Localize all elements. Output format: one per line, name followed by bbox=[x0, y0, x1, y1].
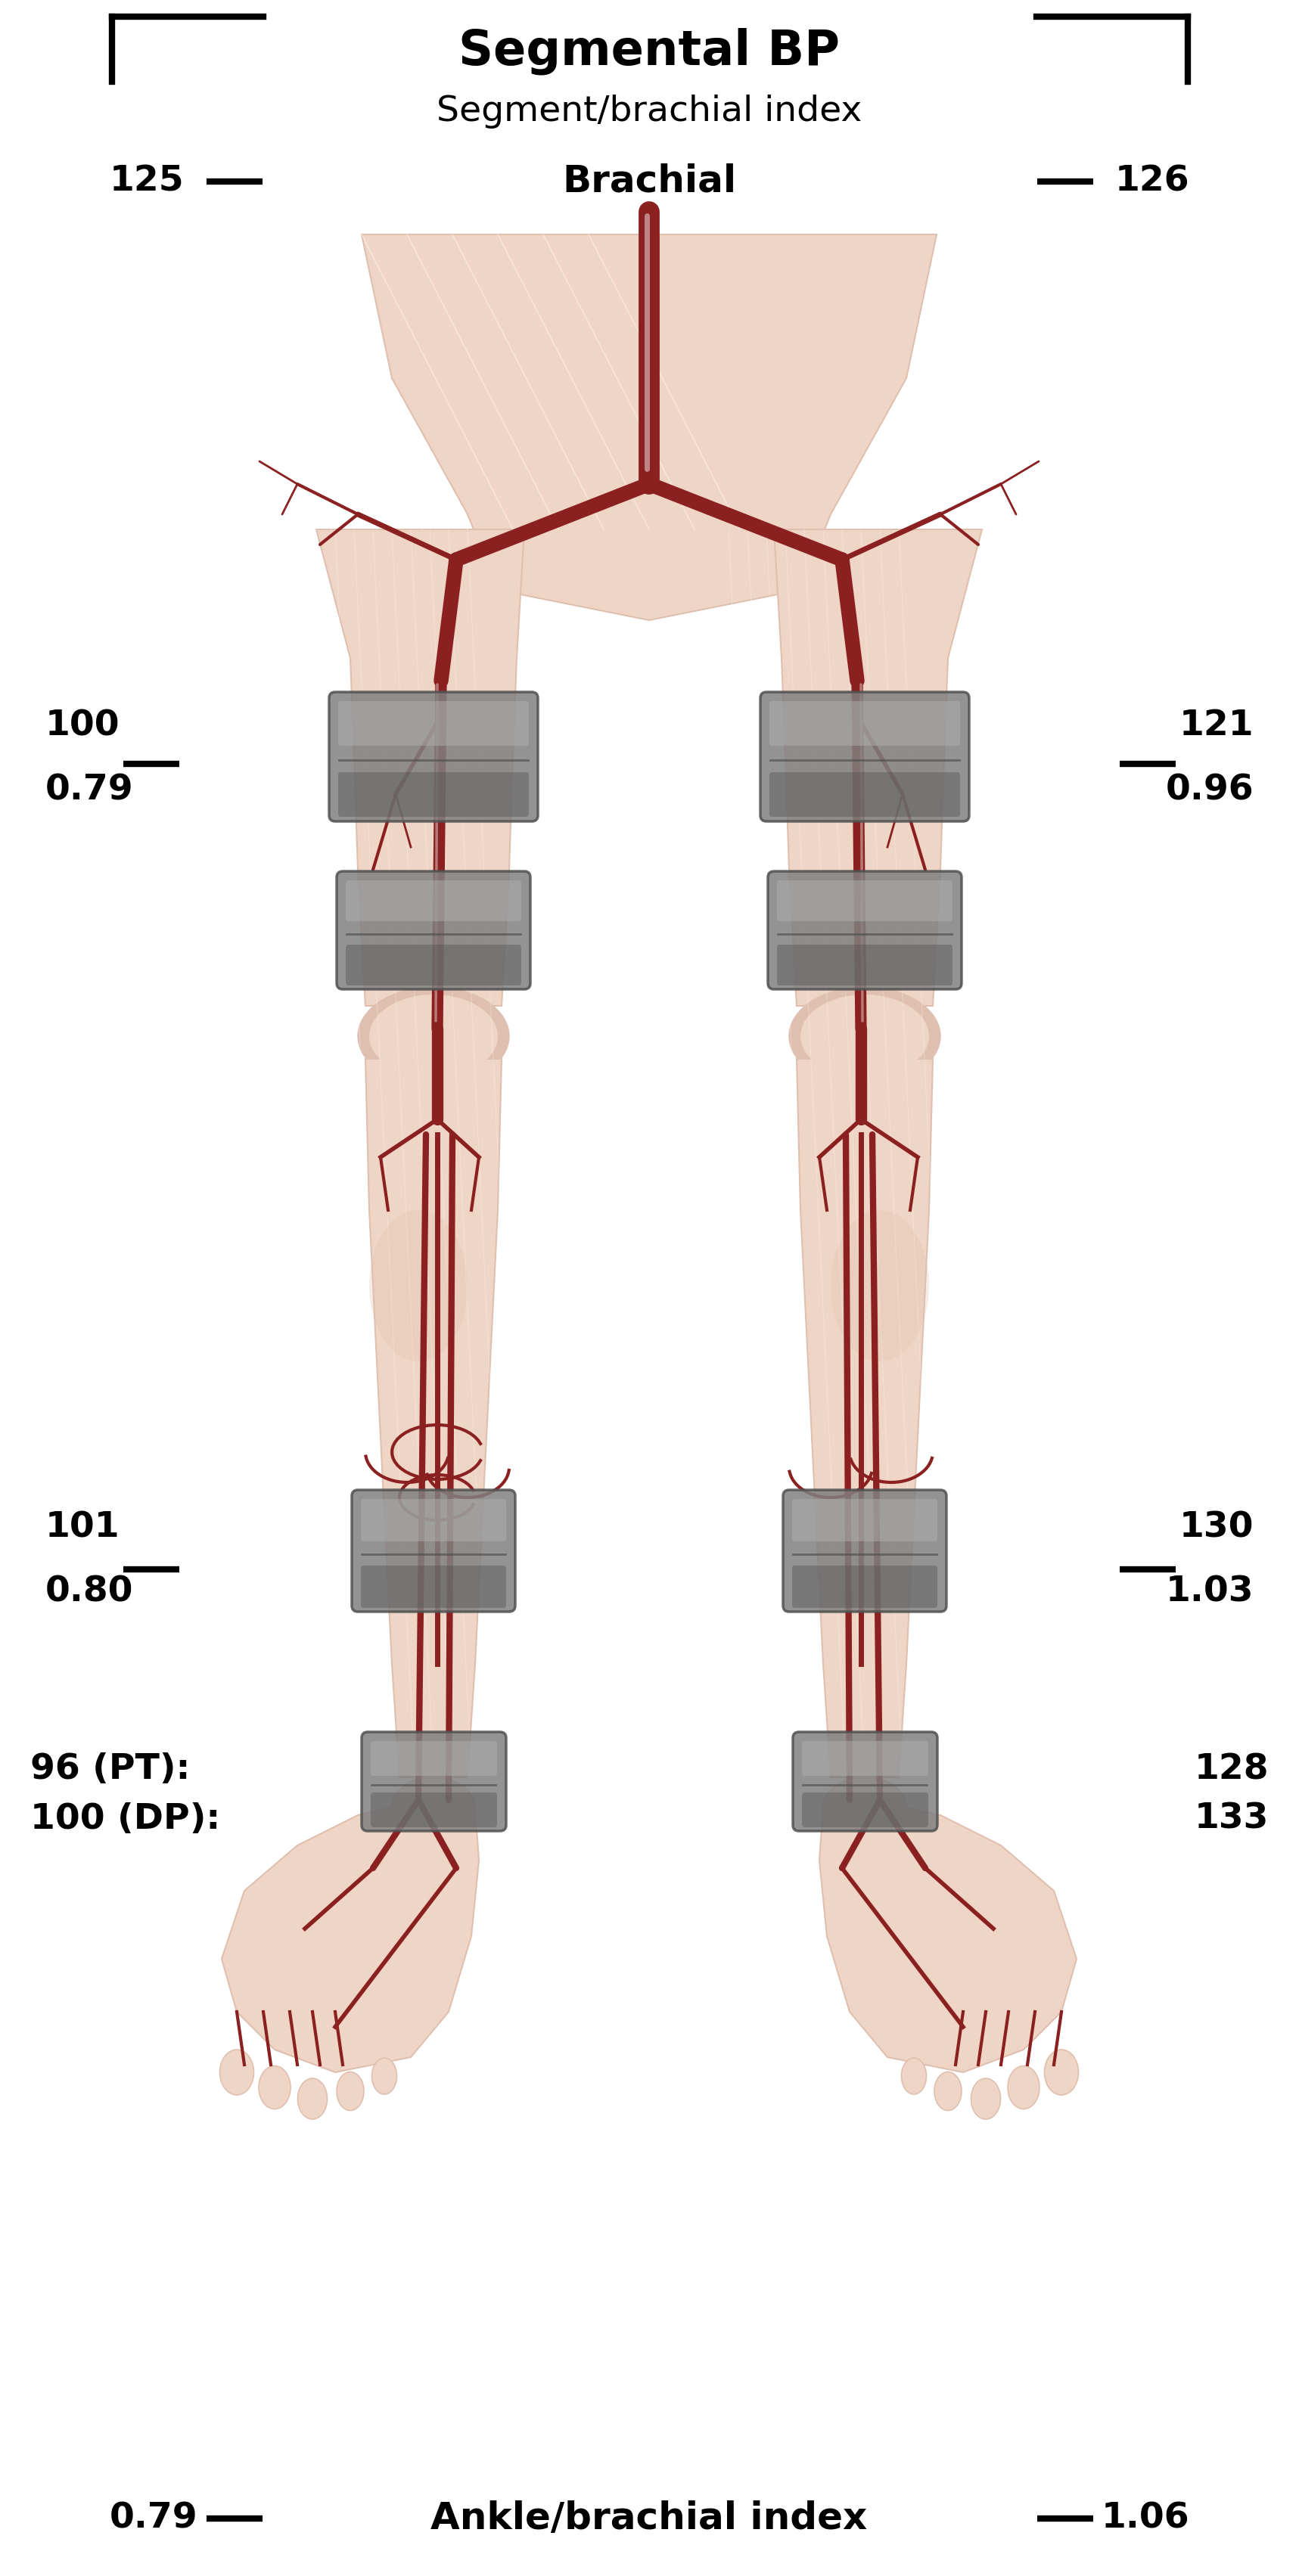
FancyBboxPatch shape bbox=[338, 701, 529, 744]
Text: 0.79: 0.79 bbox=[109, 2501, 197, 2535]
FancyBboxPatch shape bbox=[783, 1489, 947, 1613]
FancyBboxPatch shape bbox=[768, 871, 961, 989]
Polygon shape bbox=[796, 1059, 933, 1777]
Ellipse shape bbox=[1008, 2066, 1039, 2110]
Ellipse shape bbox=[1044, 2050, 1078, 2094]
Polygon shape bbox=[361, 234, 937, 621]
FancyBboxPatch shape bbox=[792, 1499, 938, 1540]
Text: 0.96: 0.96 bbox=[1165, 773, 1254, 806]
Ellipse shape bbox=[824, 1777, 907, 1837]
Text: 126: 126 bbox=[1115, 165, 1190, 198]
FancyBboxPatch shape bbox=[801, 1741, 929, 1775]
FancyBboxPatch shape bbox=[792, 1731, 938, 1832]
Ellipse shape bbox=[800, 994, 929, 1077]
FancyBboxPatch shape bbox=[329, 693, 538, 822]
FancyBboxPatch shape bbox=[777, 881, 952, 922]
FancyBboxPatch shape bbox=[801, 1793, 929, 1826]
Ellipse shape bbox=[357, 987, 509, 1084]
Ellipse shape bbox=[297, 2079, 327, 2120]
Ellipse shape bbox=[372, 2058, 396, 2094]
FancyBboxPatch shape bbox=[777, 945, 952, 987]
Text: Ankle/brachial index: Ankle/brachial index bbox=[431, 2501, 868, 2537]
Ellipse shape bbox=[392, 1777, 475, 1837]
Text: Brachial: Brachial bbox=[562, 162, 737, 201]
Text: 101: 101 bbox=[45, 1510, 120, 1546]
Ellipse shape bbox=[788, 987, 940, 1084]
FancyBboxPatch shape bbox=[361, 1499, 507, 1540]
FancyBboxPatch shape bbox=[338, 773, 529, 817]
FancyBboxPatch shape bbox=[370, 1741, 498, 1775]
Text: 96 (PT):: 96 (PT): bbox=[30, 1752, 190, 1788]
Ellipse shape bbox=[830, 1211, 929, 1360]
FancyBboxPatch shape bbox=[760, 693, 969, 822]
Polygon shape bbox=[820, 1808, 1077, 2071]
Text: 125: 125 bbox=[109, 165, 184, 198]
Text: 100 (DP):: 100 (DP): bbox=[30, 1803, 221, 1837]
FancyBboxPatch shape bbox=[336, 871, 530, 989]
Text: 133: 133 bbox=[1194, 1803, 1269, 1837]
FancyBboxPatch shape bbox=[352, 1489, 516, 1613]
Ellipse shape bbox=[220, 2050, 253, 2094]
Ellipse shape bbox=[369, 994, 498, 1077]
FancyBboxPatch shape bbox=[361, 1731, 507, 1832]
Text: 121: 121 bbox=[1179, 708, 1254, 742]
Ellipse shape bbox=[934, 2071, 961, 2110]
FancyBboxPatch shape bbox=[792, 1566, 938, 1607]
Text: 0.80: 0.80 bbox=[45, 1574, 134, 1610]
Text: 0.79: 0.79 bbox=[45, 773, 134, 806]
Ellipse shape bbox=[972, 2079, 1000, 2120]
Text: Segment/brachial index: Segment/brachial index bbox=[436, 95, 861, 129]
FancyBboxPatch shape bbox=[361, 1566, 507, 1607]
FancyBboxPatch shape bbox=[346, 945, 521, 987]
Text: 1.03: 1.03 bbox=[1165, 1574, 1254, 1610]
Text: 130: 130 bbox=[1179, 1510, 1254, 1546]
Text: Segmental BP: Segmental BP bbox=[459, 28, 839, 75]
FancyBboxPatch shape bbox=[769, 773, 960, 817]
Polygon shape bbox=[774, 531, 982, 1005]
Ellipse shape bbox=[259, 2066, 291, 2110]
Polygon shape bbox=[222, 1808, 479, 2071]
Ellipse shape bbox=[336, 2071, 364, 2110]
Polygon shape bbox=[365, 1059, 501, 1777]
FancyBboxPatch shape bbox=[370, 1793, 498, 1826]
Polygon shape bbox=[316, 531, 525, 1005]
Ellipse shape bbox=[369, 1211, 468, 1360]
Ellipse shape bbox=[902, 2058, 926, 2094]
FancyBboxPatch shape bbox=[346, 881, 521, 922]
FancyBboxPatch shape bbox=[769, 701, 960, 744]
Text: 1.06: 1.06 bbox=[1102, 2501, 1190, 2535]
Text: 100: 100 bbox=[45, 708, 120, 742]
Text: 128: 128 bbox=[1194, 1752, 1269, 1788]
